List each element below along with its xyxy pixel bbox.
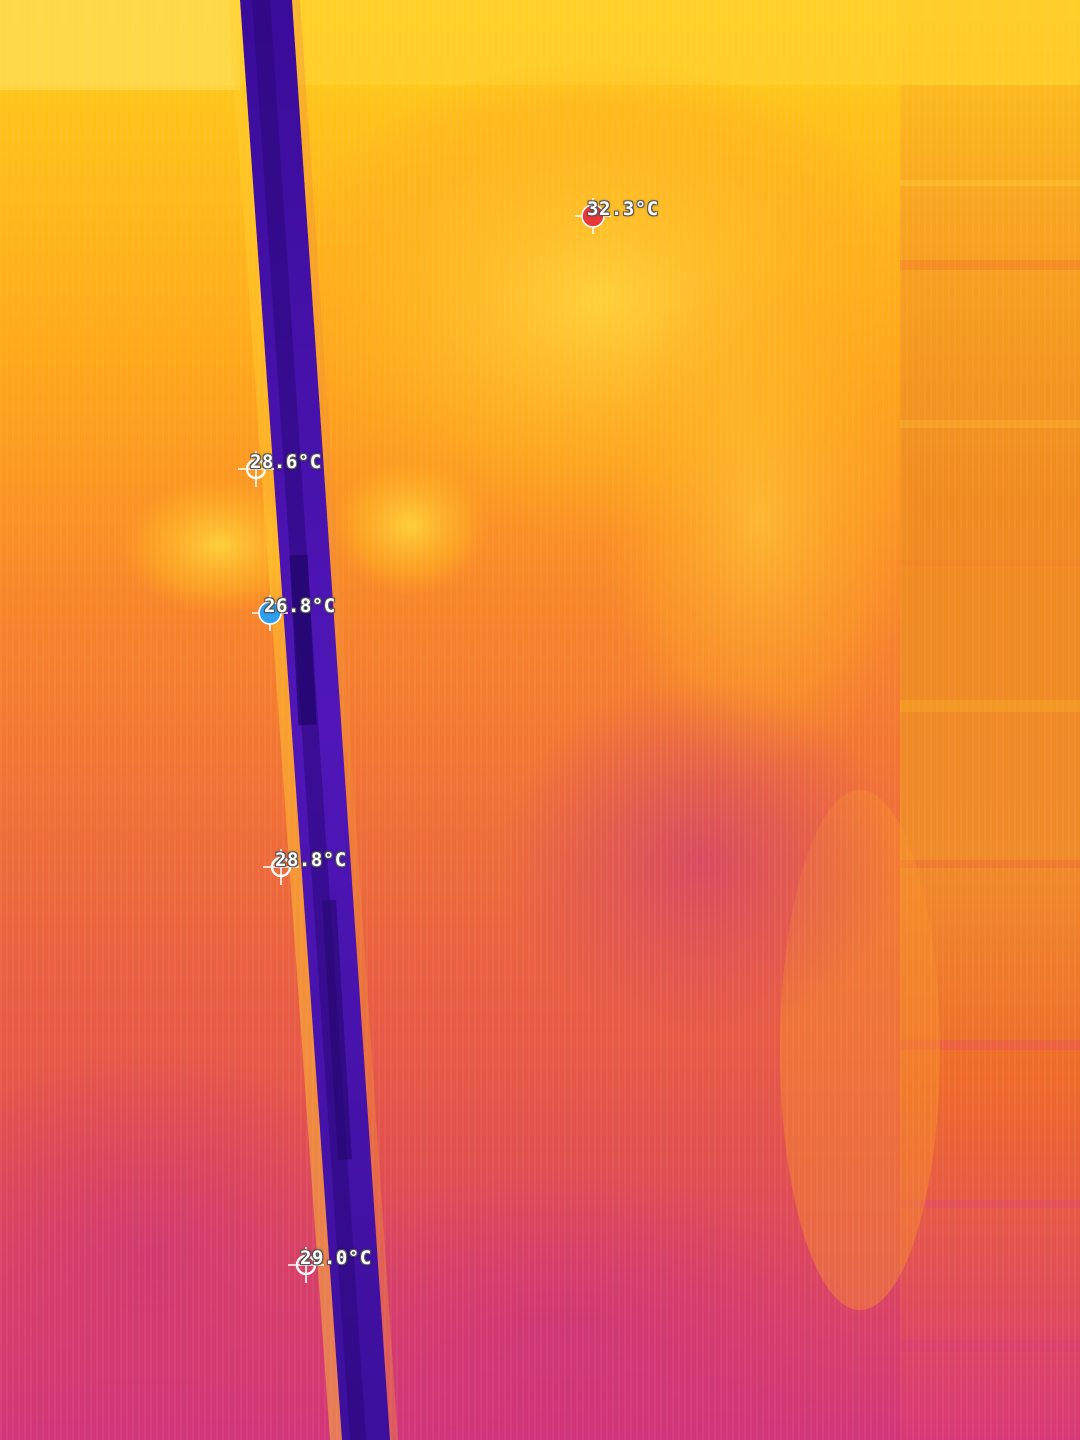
measurement-spot-2: 28.8°C — [261, 847, 346, 887]
measurement-spot-1: 28.6°C — [236, 449, 321, 489]
cold-spot-marker-icon — [252, 595, 288, 631]
min-temperature-spot: 26.8°C — [250, 593, 335, 633]
hot-spot-marker-icon — [575, 198, 611, 234]
min-temperature-label: 26.8°C — [264, 595, 336, 617]
max-temperature-spot: 32.3°C — [573, 196, 658, 236]
crosshair-marker-icon — [288, 1247, 324, 1283]
spot-1-label: 28.6°C — [250, 451, 322, 473]
crosshair-marker-icon — [238, 451, 274, 487]
measurement-spot-3: 29.0°C — [286, 1245, 371, 1285]
max-temperature-label: 32.3°C — [587, 198, 659, 220]
spot-3-label: 29.0°C — [300, 1247, 372, 1269]
spot-2-label: 28.8°C — [275, 849, 347, 871]
crosshair-marker-icon — [263, 849, 299, 885]
